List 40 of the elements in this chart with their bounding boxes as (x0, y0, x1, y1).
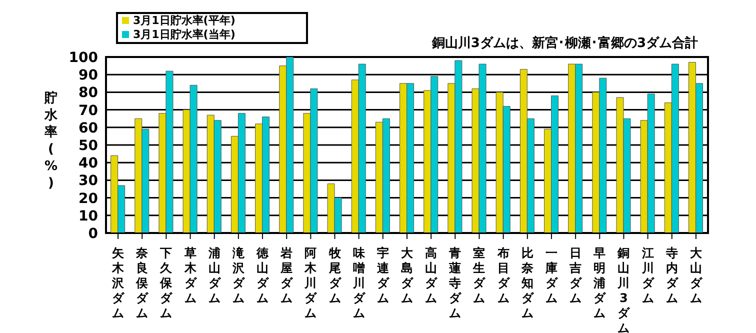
x-tick-label: 岩屋ダム (280, 246, 294, 305)
x-tick-label: 大島ダム (401, 246, 414, 305)
x-tick-label: 江川ダム (640, 246, 655, 305)
x-tick-label: 奈良俣ダム (135, 246, 150, 320)
x-tick-label: 味噌川ダム (352, 246, 366, 320)
y-tick-label: 20 (78, 190, 98, 207)
y-tick-label: 50 (78, 138, 98, 154)
x-tick-label: 徳山ダム (256, 246, 270, 305)
x-tick-label: 大山ダム (690, 246, 703, 305)
x-tick-label: 室生ダム (472, 246, 486, 305)
x-tick-label: 比奈知ダム (520, 246, 534, 320)
x-tick-label: 寺内ダム (664, 246, 679, 305)
x-tick-label: 阿木川ダム (304, 246, 318, 320)
x-tick-label: 一庫ダム (544, 246, 558, 305)
y-axis-title: 貯水率(%) (43, 90, 59, 192)
x-tick-label: 高山ダム (425, 246, 438, 305)
x-tick-label: 浦山ダム (207, 246, 222, 305)
y-tick-label: 30 (78, 173, 98, 190)
y-tick-label: 100 (68, 50, 98, 66)
legend-label: 3月1日貯水率(平年) (133, 14, 236, 27)
x-tick-label: 矢木沢ダム (111, 246, 126, 320)
x-tick-label: 下久保ダム (159, 246, 174, 320)
legend-label: 3月1日貯水率(当年) (133, 28, 236, 41)
y-tick-label: 60 (78, 120, 98, 136)
x-tick-label: 日吉ダム (568, 246, 583, 305)
x-tick-label: 布目ダム (496, 246, 510, 305)
y-tick-label: 80 (78, 85, 98, 102)
y-tick-label: 40 (78, 156, 98, 172)
x-tick-label: 青蓮寺ダム (448, 246, 462, 320)
x-tick-label: 草木ダム (183, 246, 198, 305)
y-tick-label: 10 (78, 208, 98, 224)
x-tick-label: 宇連ダム (376, 246, 390, 305)
y-tick-label: 70 (78, 102, 98, 119)
x-tick-label: 牧尾ダム (328, 246, 342, 305)
x-tick-label: 銅山川3ダム (616, 246, 631, 333)
text: 銅山川3ダムは、新宮･柳瀬･富郷の3ダム合計 (432, 34, 698, 52)
x-tick-label: 早明浦ダム (592, 246, 607, 320)
x-tick-label: 滝沢ダム (231, 246, 246, 305)
y-tick-label: 90 (78, 68, 98, 84)
y-tick-label: 0 (88, 226, 98, 242)
